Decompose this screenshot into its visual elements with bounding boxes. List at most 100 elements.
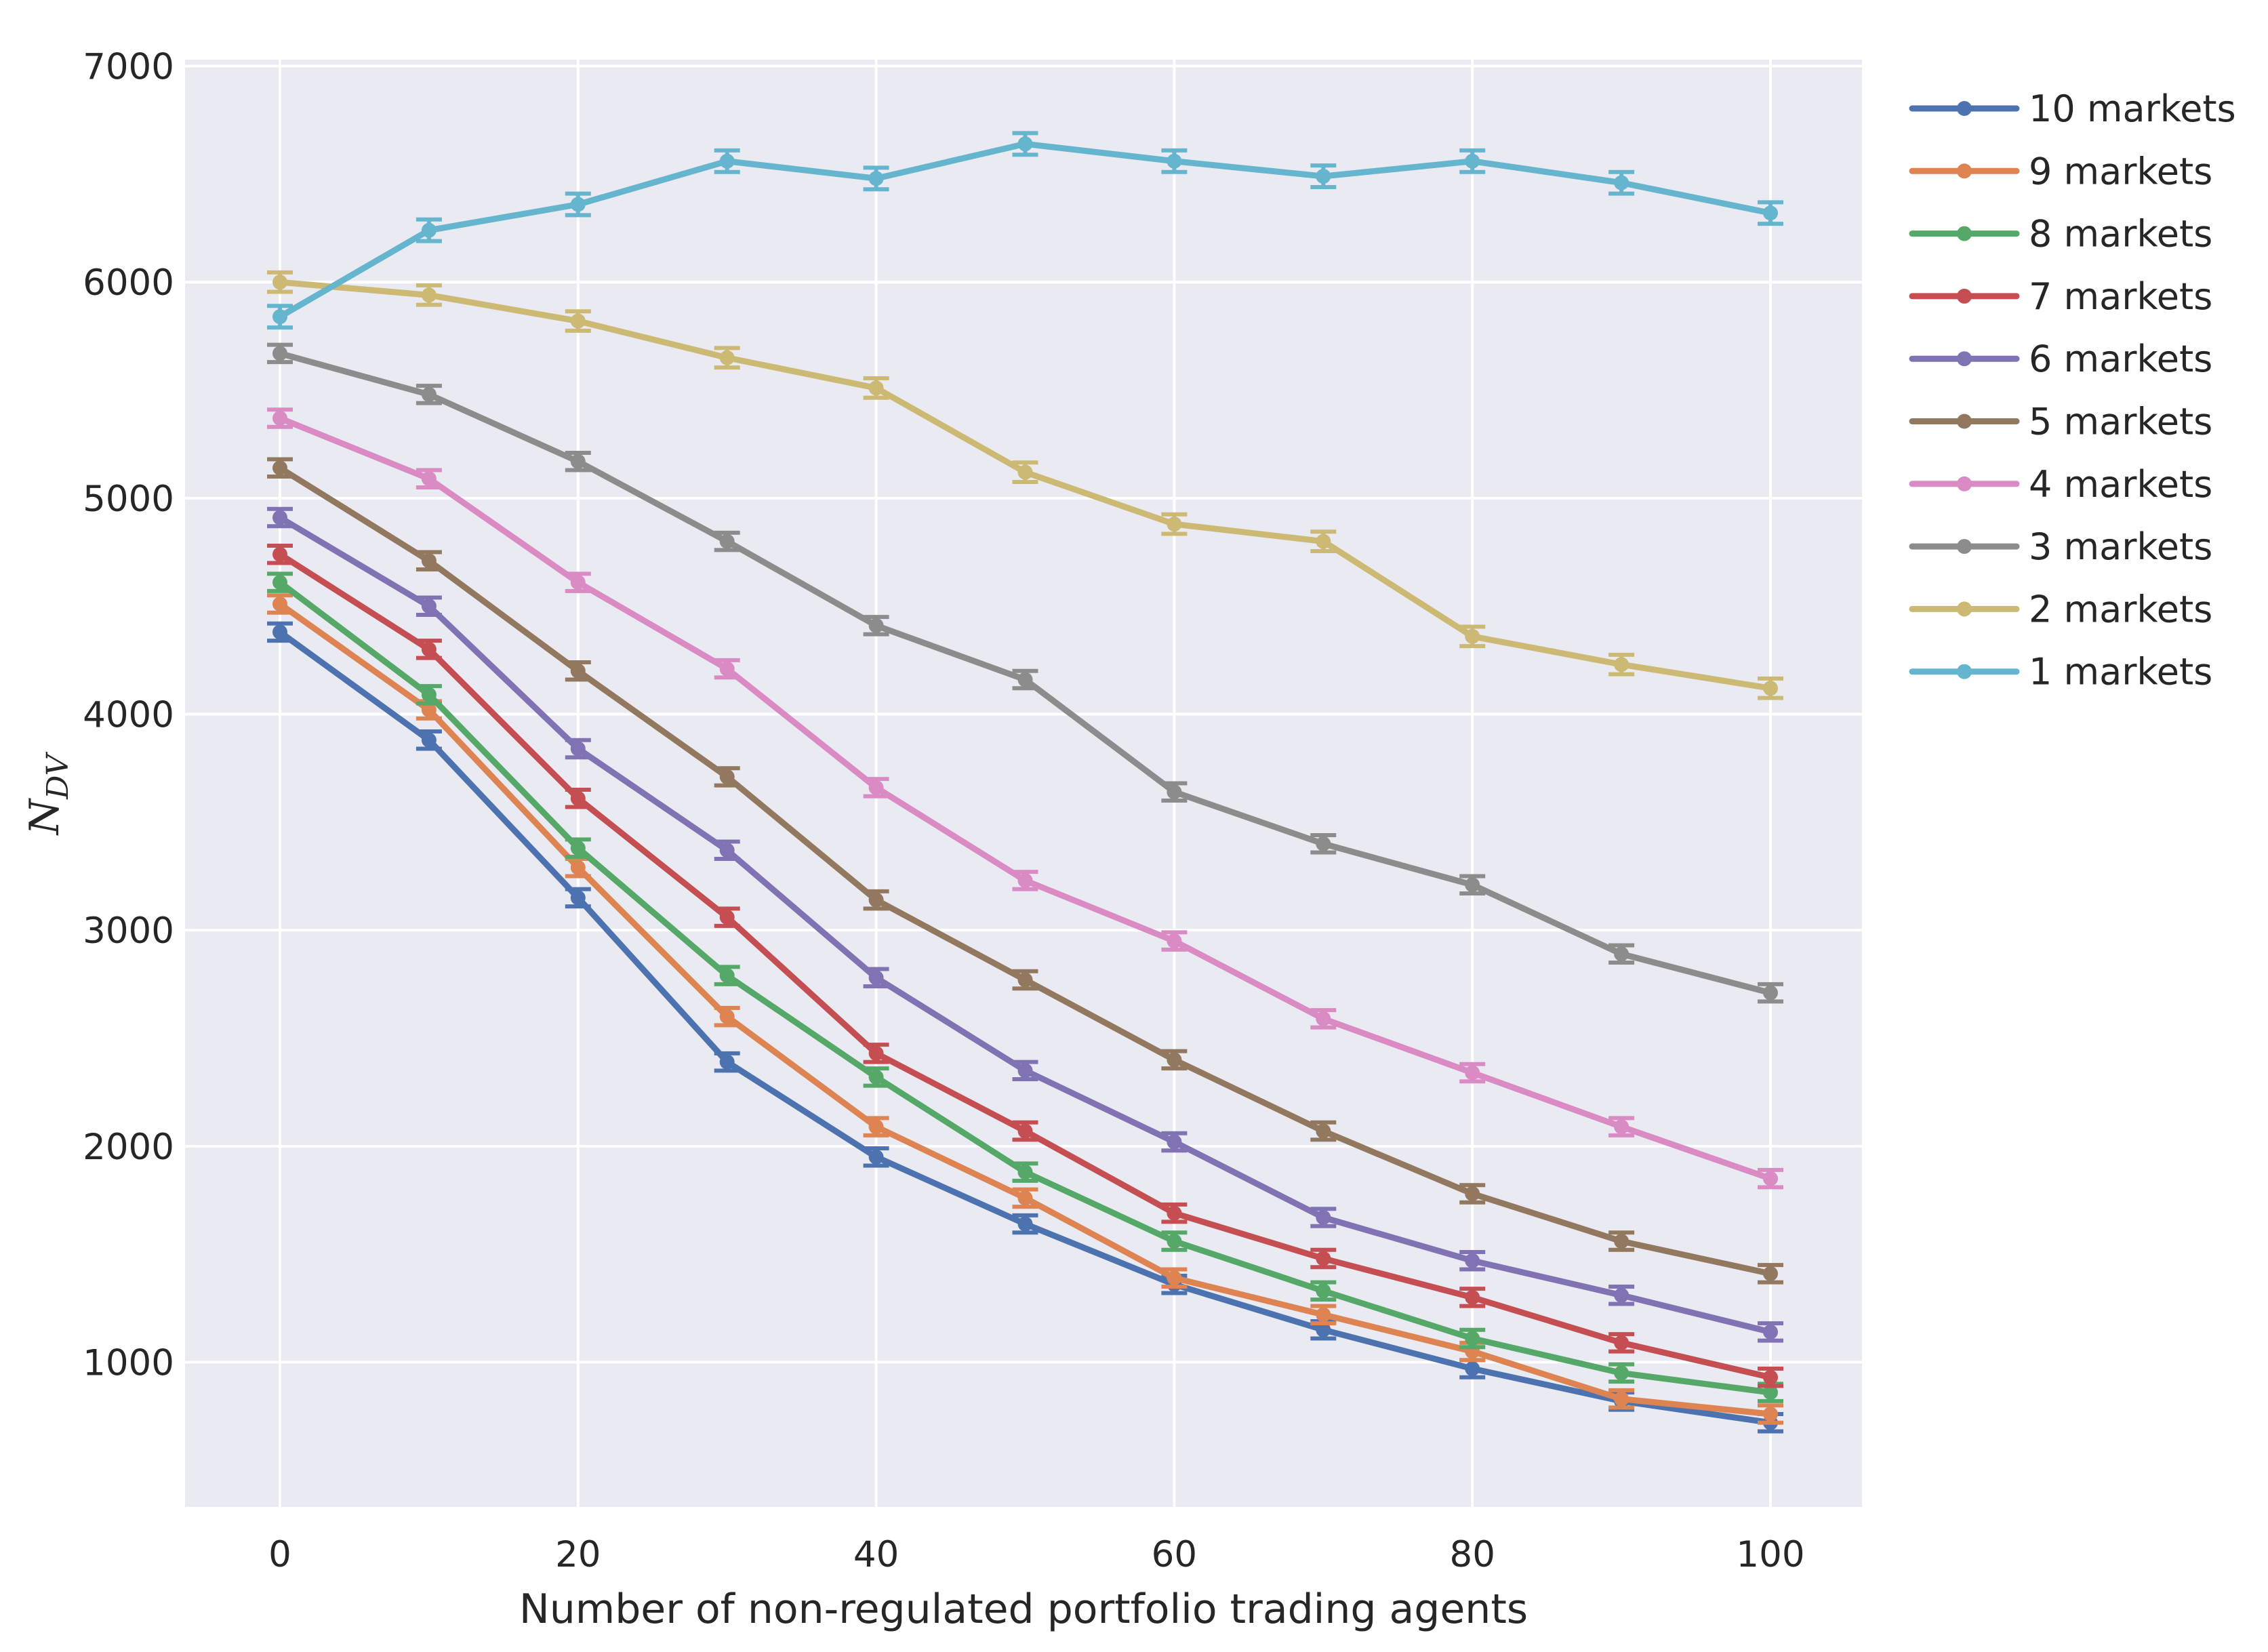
data-point — [421, 287, 437, 303]
data-point — [1316, 836, 1331, 851]
data-point — [570, 860, 586, 875]
legend-swatch-marker — [1957, 664, 1972, 679]
legend-label: 10 markets — [2029, 87, 2236, 130]
data-point — [1017, 1190, 1033, 1206]
series-5-markets — [267, 457, 1783, 1285]
data-point — [570, 741, 586, 757]
legend-swatch-marker — [1957, 226, 1972, 241]
data-point — [421, 599, 437, 614]
data-point — [1167, 1270, 1182, 1286]
legend: 10 markets 9 markets 8 markets 7 markets 6 m… — [1909, 87, 2236, 693]
legend-swatch-marker — [1957, 351, 1972, 367]
legend-swatch-marker — [1957, 163, 1972, 179]
y-tick-label: 2000 — [83, 1127, 174, 1168]
y-tick-label: 7000 — [83, 47, 174, 88]
data-point — [1316, 1283, 1331, 1299]
legend-label: 3 markets — [2029, 525, 2212, 568]
data-point — [1316, 1322, 1331, 1337]
series-6-markets — [267, 506, 1783, 1343]
legend-swatch-marker — [1957, 476, 1972, 491]
legend-item: 5 markets — [1909, 401, 2212, 443]
legend-swatch-marker — [1957, 539, 1972, 555]
data-point — [1316, 1251, 1331, 1266]
data-point — [272, 460, 287, 476]
data-point — [1017, 1216, 1033, 1232]
data-point — [1017, 972, 1033, 988]
y-tick-label: 4000 — [83, 695, 174, 736]
legend-item: 6 markets — [1909, 338, 2212, 380]
data-point — [570, 197, 586, 212]
data-point — [272, 346, 287, 361]
data-point — [1614, 1119, 1629, 1135]
y-axis-title-symbol: N — [21, 797, 68, 836]
y-tick-label: 3000 — [83, 910, 174, 952]
data-point — [570, 790, 586, 806]
data-point — [1614, 1287, 1629, 1303]
axis-ticks: 0 20 40 60 80 100 1000 2000 3000 4000 5000 6000 7000 — [83, 47, 1804, 1575]
data-point — [421, 471, 437, 487]
data-point — [1316, 169, 1331, 184]
data-point — [421, 641, 437, 657]
data-point — [868, 1119, 884, 1135]
data-point — [1465, 153, 1480, 169]
data-point — [1017, 1063, 1033, 1079]
data-point — [1763, 1406, 1778, 1422]
y-tick-label: 1000 — [83, 1343, 174, 1384]
data-point — [868, 171, 884, 186]
x-tick-label: 40 — [853, 1534, 899, 1575]
data-point — [868, 1069, 884, 1085]
data-point — [1614, 946, 1629, 962]
data-point — [1167, 1205, 1182, 1221]
data-point — [421, 687, 437, 702]
x-tick-label: 100 — [1736, 1534, 1804, 1575]
legend-item: 4 markets — [1909, 463, 2212, 506]
data-point — [570, 313, 586, 329]
data-point — [1763, 1171, 1778, 1186]
data-point — [421, 222, 437, 238]
data-point — [421, 732, 437, 748]
series-4-markets — [267, 407, 1783, 1190]
data-point — [1167, 153, 1182, 169]
data-point — [1167, 1134, 1182, 1150]
x-tick-label: 80 — [1449, 1534, 1495, 1575]
legend-swatch-marker — [1957, 288, 1972, 304]
data-point — [1763, 985, 1778, 1001]
data-point — [1316, 1123, 1331, 1139]
data-point — [1614, 175, 1629, 190]
series-7-markets — [267, 543, 1783, 1388]
data-point — [1167, 1234, 1182, 1249]
data-point — [1017, 872, 1033, 888]
data-point — [570, 663, 586, 679]
legend-label: 6 markets — [2029, 338, 2212, 380]
data-point — [1763, 1385, 1778, 1401]
x-tick-label: 0 — [268, 1534, 291, 1575]
data-point — [272, 624, 287, 640]
data-point — [1763, 1266, 1778, 1281]
data-point — [1465, 1065, 1480, 1081]
data-point — [1316, 1210, 1331, 1225]
data-point — [1167, 1052, 1182, 1068]
legend-swatch-marker — [1957, 101, 1972, 116]
data-point — [1614, 1234, 1629, 1249]
data-point — [272, 575, 287, 590]
data-point — [1167, 784, 1182, 800]
data-point — [1465, 1253, 1480, 1268]
legend-label: 7 markets — [2029, 275, 2212, 318]
data-point — [570, 841, 586, 856]
legend-item: 7 markets — [1909, 275, 2212, 318]
data-point — [719, 661, 735, 677]
data-point — [868, 618, 884, 633]
data-point — [421, 702, 437, 718]
legend-item: 1 markets — [1909, 651, 2212, 693]
series-3-markets — [267, 342, 1783, 1004]
legend-item: 10 markets — [1909, 87, 2236, 130]
series-10-markets — [267, 621, 1783, 1434]
legend-label: 9 markets — [2029, 150, 2212, 193]
legend-label: 4 markets — [2029, 463, 2212, 506]
data-point — [719, 533, 735, 549]
data-point — [1316, 1011, 1331, 1026]
x-tick-label: 20 — [555, 1534, 601, 1575]
data-point — [1017, 464, 1033, 480]
data-point — [719, 843, 735, 858]
data-point — [868, 1045, 884, 1061]
